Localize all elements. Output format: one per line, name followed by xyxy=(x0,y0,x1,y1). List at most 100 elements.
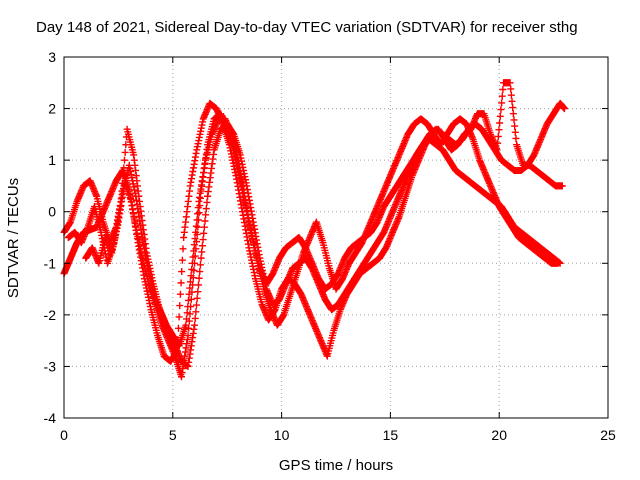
data-point xyxy=(194,288,202,296)
data-point xyxy=(193,301,201,309)
data-point xyxy=(192,222,200,230)
data-point xyxy=(495,126,503,134)
data-point xyxy=(191,321,199,329)
data-point xyxy=(182,321,190,329)
axis-ticks: 0 5 10 15 20 25 -4 -3 -2 -1 0 1 2 3 xyxy=(44,49,616,443)
data-point xyxy=(121,148,129,156)
data-point xyxy=(192,228,200,236)
series-track-d xyxy=(82,79,566,365)
y-tick-label: 1 xyxy=(48,152,56,168)
data-point xyxy=(197,254,205,262)
data-point xyxy=(191,235,199,243)
series-track-a xyxy=(60,110,564,381)
data-point xyxy=(188,265,196,273)
data-point xyxy=(493,146,501,154)
data-point xyxy=(554,259,562,267)
data-point xyxy=(507,85,515,93)
data-point xyxy=(496,119,504,127)
data-point xyxy=(201,217,209,225)
data-point xyxy=(558,182,566,190)
data-point xyxy=(120,156,128,164)
data-point xyxy=(193,216,201,224)
data-point xyxy=(507,91,515,99)
data-point xyxy=(191,314,199,322)
data-point xyxy=(497,106,505,114)
data-point xyxy=(173,347,181,355)
data-point xyxy=(202,211,210,219)
data-point xyxy=(512,134,520,142)
data-point xyxy=(560,105,568,113)
data-point xyxy=(499,85,507,93)
x-tick-label: 25 xyxy=(600,427,616,443)
data-point xyxy=(496,112,504,120)
x-tick-label: 15 xyxy=(383,427,399,443)
data-point xyxy=(509,104,517,112)
data-point xyxy=(187,272,195,280)
data-point xyxy=(174,324,182,332)
data-point xyxy=(177,279,185,287)
data-point xyxy=(494,139,502,147)
data-point xyxy=(202,205,210,213)
data-point xyxy=(178,268,186,276)
data-point xyxy=(194,210,202,218)
data-point xyxy=(203,198,211,206)
y-tick-label: 3 xyxy=(48,49,56,65)
data-point xyxy=(194,281,202,289)
data-point xyxy=(195,209,203,217)
x-tick-label: 10 xyxy=(274,427,290,443)
y-tick-label: -3 xyxy=(44,358,57,374)
data-point xyxy=(198,248,206,256)
data-point xyxy=(196,261,204,269)
data-point xyxy=(189,253,197,261)
data-point xyxy=(183,309,191,317)
data-point xyxy=(194,223,202,231)
data-point xyxy=(120,164,128,172)
data-point xyxy=(119,172,127,180)
x-tick-label: 20 xyxy=(491,427,507,443)
data-point xyxy=(183,315,191,323)
data-point xyxy=(174,336,182,344)
data-point xyxy=(184,303,192,311)
y-tick-label: 0 xyxy=(48,204,56,220)
chart-title: Day 148 of 2021, Sidereal Day-to-day VTE… xyxy=(36,19,578,36)
data-point xyxy=(511,122,519,130)
y-axis-label: SDTVAR / TECUs xyxy=(5,178,22,298)
data-point xyxy=(199,236,207,244)
data-point xyxy=(192,308,200,316)
data-point xyxy=(498,99,506,107)
data-point xyxy=(176,290,184,298)
data-point xyxy=(510,116,518,124)
data-point xyxy=(498,92,506,100)
data-point xyxy=(511,128,519,136)
data-point xyxy=(198,242,206,250)
data-point xyxy=(178,256,186,264)
data-point xyxy=(176,302,184,310)
y-tick-label: -1 xyxy=(44,255,57,271)
y-tick-label: -4 xyxy=(44,410,57,426)
data-point xyxy=(190,241,198,249)
data-point xyxy=(186,284,194,292)
data-point xyxy=(184,296,192,304)
data-point xyxy=(200,223,208,231)
data-point xyxy=(494,132,502,140)
plot-frame xyxy=(63,56,609,419)
x-tick-label: 5 xyxy=(169,427,177,443)
x-tick-label: 0 xyxy=(60,427,68,443)
series-track-c xyxy=(64,115,562,350)
data-point xyxy=(196,268,204,276)
data-point xyxy=(188,259,196,267)
data-point xyxy=(185,290,193,298)
y-tick-label: 2 xyxy=(48,101,56,117)
data-point xyxy=(195,274,203,282)
data-point xyxy=(179,245,187,253)
data-point xyxy=(200,229,208,237)
data-point xyxy=(186,278,194,286)
data-point xyxy=(190,247,198,255)
data-point xyxy=(194,204,202,212)
data-point xyxy=(193,294,201,302)
grid-lines xyxy=(64,57,608,418)
data-point xyxy=(506,79,514,87)
y-tick-label: -2 xyxy=(44,307,57,323)
data-point xyxy=(175,313,183,321)
